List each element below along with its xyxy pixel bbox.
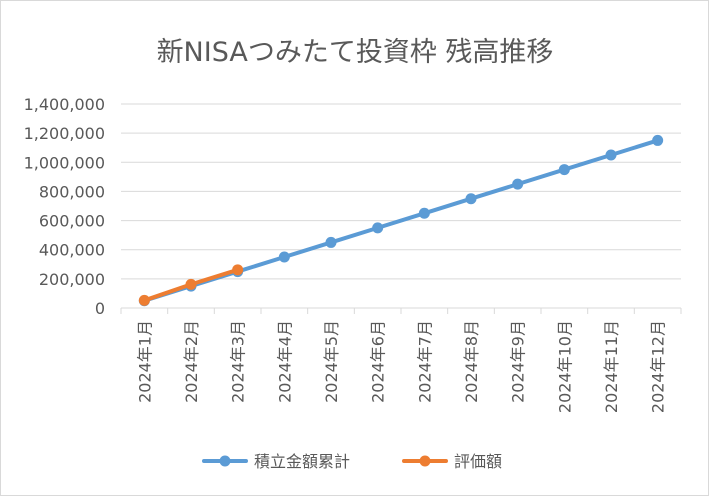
x-tick-label: 2024年10月	[555, 320, 574, 413]
x-tick-label: 2024年5月	[322, 320, 341, 403]
series-2	[138, 264, 244, 306]
y-tick-label: 600,000	[39, 212, 105, 231]
x-tick-label: 2024年4月	[275, 320, 294, 403]
data-point	[232, 264, 244, 276]
y-tick-label: 400,000	[39, 241, 105, 260]
y-tick-label: 1,000,000	[24, 153, 105, 172]
legend-point-marker	[219, 455, 231, 467]
x-tick-label: 2024年11月	[602, 320, 621, 413]
x-tick-label: 2024年3月	[229, 320, 248, 403]
legend-entry: 評価額	[402, 452, 502, 471]
y-tick-label: 800,000	[39, 182, 105, 201]
x-tick-label: 2024年9月	[509, 320, 528, 403]
y-tick-label: 200,000	[39, 270, 105, 289]
grid-lines	[121, 103, 681, 280]
y-tick-label: 1,200,000	[24, 124, 105, 143]
data-point	[138, 294, 150, 306]
data-point	[325, 236, 337, 248]
legend-label: 評価額	[454, 452, 502, 471]
x-tick-label: 2024年12月	[649, 320, 668, 413]
x-tick-label: 2024年1月	[135, 320, 154, 403]
data-point	[418, 207, 430, 219]
x-tick-label: 2024年6月	[369, 320, 388, 403]
x-tick-label: 2024年7月	[415, 320, 434, 403]
legend-point-marker	[419, 455, 431, 467]
data-point	[465, 193, 477, 205]
x-axis-tick-labels: 2024年1月 2024年2月 2024年3月 2024年4月 2024年5月 2024年…	[135, 320, 667, 413]
legend-entry: 積立金額累計	[202, 452, 350, 471]
legend-label: 積立金額累計	[254, 452, 350, 471]
y-axis-tick-labels: 0 200,000 400,000 600,000 800,000 1,000,000 1,…	[24, 95, 105, 318]
y-tick-label: 0	[95, 299, 105, 318]
y-tick-label: 1,400,000	[24, 95, 105, 114]
x-tick-label: 2024年2月	[182, 320, 201, 403]
series-layer	[138, 134, 664, 307]
data-point	[512, 178, 524, 190]
data-point	[605, 149, 617, 161]
data-point	[372, 222, 384, 234]
data-point	[185, 278, 197, 290]
chart-title: 新NISAつみたて投資枠 残高推移	[157, 37, 554, 68]
data-point	[558, 164, 570, 176]
legend: 積立金額累計 評価額	[202, 452, 502, 471]
x-tick-label: 2024年8月	[462, 320, 481, 403]
data-point	[278, 251, 290, 263]
axes	[120, 307, 682, 314]
data-point	[652, 134, 664, 146]
